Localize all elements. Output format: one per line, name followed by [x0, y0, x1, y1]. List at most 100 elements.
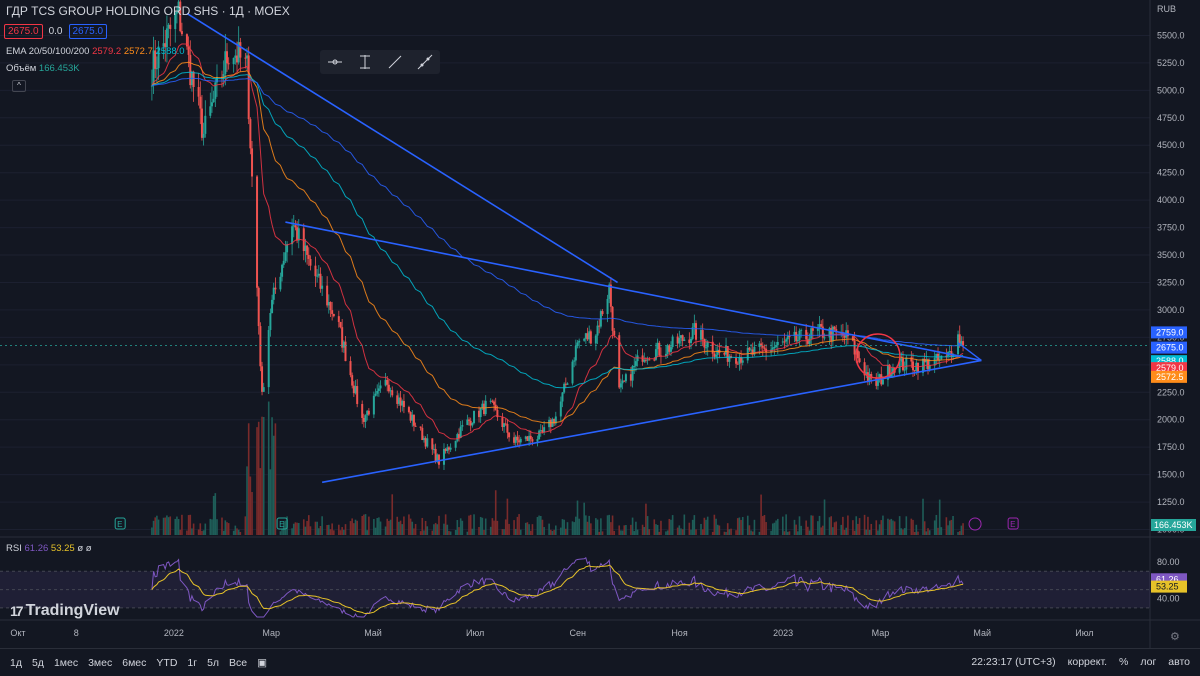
candle-body [528, 435, 531, 441]
candle-body [940, 355, 943, 360]
candle-body [962, 341, 965, 346]
timeframe-5y[interactable]: 5л [207, 656, 220, 669]
x-tick-label: Мар [262, 628, 280, 638]
volume-bar [446, 524, 449, 535]
volume-bar [436, 524, 439, 535]
volume-bar [847, 515, 849, 535]
timeframe-1m[interactable]: 1мес [53, 656, 79, 669]
clock[interactable]: 22:23:17 (UTC+3) [971, 656, 1056, 668]
volume-bar [798, 516, 801, 535]
candle-body [900, 358, 903, 362]
volume-bar [384, 526, 387, 535]
volume-label-box [1151, 519, 1196, 531]
adjust-toggle[interactable]: коррект. [1067, 656, 1108, 668]
timeframe-ytd[interactable]: YTD [156, 656, 178, 669]
timeframe-1d[interactable]: 1д [10, 656, 22, 669]
price-label-box [1151, 326, 1187, 339]
candle-body [516, 436, 519, 441]
candle-body [925, 359, 928, 363]
volume-bar [491, 518, 494, 535]
extended-line-icon[interactable] [417, 54, 433, 70]
candle-body [481, 403, 484, 408]
candle-body [232, 57, 235, 65]
vertical-line-icon[interactable] [357, 54, 373, 70]
candle-body [910, 357, 913, 362]
volume-bar [236, 528, 238, 535]
candle-body [319, 273, 322, 289]
timeframe-1y[interactable]: 1г [187, 656, 198, 669]
volume-bar [948, 520, 951, 535]
candle-body [251, 148, 254, 177]
volume-bar [167, 517, 170, 535]
horizontal-ray-icon[interactable] [327, 54, 343, 70]
candle-body [157, 46, 160, 69]
candle-body [374, 393, 377, 396]
candle-body [760, 343, 763, 346]
ema-legend[interactable]: EMA 20/50/100/200 2579.2 2572.7 2588.0 [6, 46, 185, 57]
timeframe-5d[interactable]: 5д [31, 656, 44, 669]
candle-body [681, 335, 684, 341]
candle-body [574, 345, 577, 361]
volume-legend[interactable]: Объём 166.453K [6, 63, 80, 74]
volume-bar [746, 515, 749, 535]
candle-body [327, 302, 330, 306]
volume-bar [339, 530, 342, 535]
candle-body [466, 419, 469, 426]
candle-body [875, 378, 878, 386]
volume-bar [222, 530, 225, 535]
volume-bar [818, 515, 821, 535]
candle-body [741, 360, 744, 363]
candle-body [916, 362, 919, 373]
candle-body [185, 34, 188, 47]
buy-price-box[interactable]: 2675.0 [68, 24, 108, 39]
candle-body [401, 400, 404, 406]
volume-bar [788, 531, 791, 535]
tradingview-logo[interactable]: 17 TradingView [10, 602, 120, 620]
sell-price-box[interactable]: 2675.0 [4, 24, 43, 39]
candle-body [564, 383, 567, 385]
volume-bar [541, 519, 544, 535]
trend-line-icon[interactable] [387, 54, 403, 70]
volume-bar [237, 529, 240, 535]
volume-bar [840, 524, 843, 535]
volume-bar [484, 518, 487, 535]
volume-bar [678, 525, 681, 535]
candle-body [422, 438, 425, 441]
candle-body [471, 423, 474, 426]
ema50-line [151, 61, 964, 424]
volume-bar [700, 523, 702, 535]
settings-icon[interactable]: ⚙ [1170, 631, 1180, 643]
tradingview-text: TradingView [25, 602, 120, 619]
candle-body [239, 42, 242, 58]
auto-toggle[interactable]: авто [1168, 656, 1190, 668]
volume-bar [655, 524, 657, 535]
date-range-icon[interactable]: ▣ [257, 656, 268, 669]
volume-bar [606, 515, 609, 535]
candle-body [653, 359, 656, 361]
percent-toggle[interactable]: % [1119, 656, 1129, 668]
volume-bar [456, 520, 459, 535]
log-toggle[interactable]: лог [1140, 656, 1157, 668]
volume-bar [201, 531, 203, 535]
candle-body [396, 395, 399, 404]
volume-bar [304, 526, 307, 535]
volume-bar [633, 531, 636, 535]
price-chart[interactable]: 1000.01250.01500.01750.02000.02250.02500… [0, 0, 1200, 648]
timeframe-all[interactable]: Все [229, 656, 248, 669]
volume-bar [186, 530, 188, 535]
rsi-legend[interactable]: RSI 61.26 53.25 ø ø [6, 543, 92, 554]
volume-bar [643, 527, 646, 535]
volume-bar [181, 514, 183, 535]
candle-body [691, 327, 694, 339]
candle-body [399, 397, 402, 406]
candle-body [469, 420, 472, 426]
timeframe-3m[interactable]: 3мес [88, 656, 113, 669]
candle-body [643, 359, 646, 362]
timeframe-6m[interactable]: 6мес [122, 656, 147, 669]
candle-body [314, 265, 317, 277]
drawing-toolbar [320, 50, 440, 74]
volume-bar [368, 516, 370, 535]
collapse-legend-button[interactable]: ^ [12, 80, 26, 92]
volume-bar [514, 528, 517, 535]
volume-bar [221, 517, 223, 535]
